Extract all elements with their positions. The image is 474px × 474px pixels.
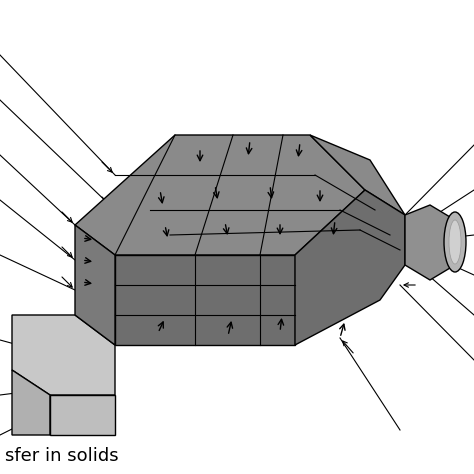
Polygon shape [75, 135, 365, 255]
Polygon shape [405, 205, 455, 280]
Ellipse shape [444, 212, 466, 272]
Polygon shape [12, 315, 115, 395]
Polygon shape [115, 255, 295, 345]
Polygon shape [75, 225, 115, 345]
Text: sfer in solids: sfer in solids [5, 447, 118, 465]
Polygon shape [12, 370, 50, 435]
Polygon shape [50, 395, 115, 435]
Ellipse shape [449, 220, 461, 264]
Polygon shape [310, 135, 405, 215]
Polygon shape [295, 190, 405, 345]
